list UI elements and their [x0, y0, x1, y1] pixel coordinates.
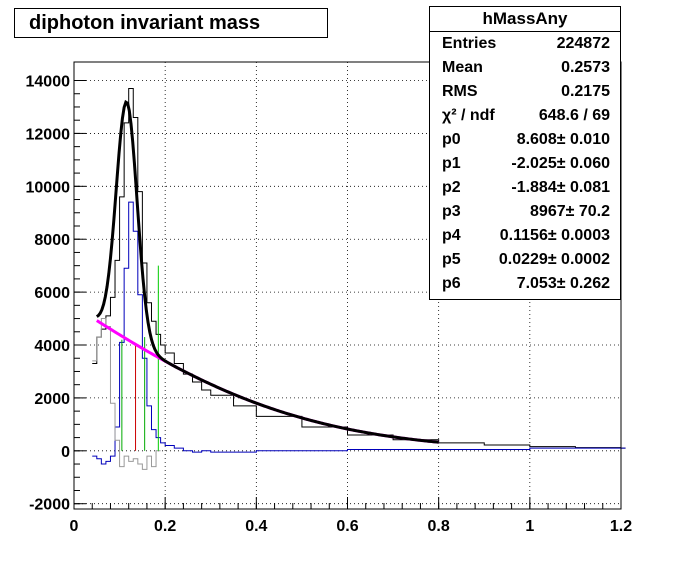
x-tick-label: 0.8	[428, 518, 450, 535]
stats-value: 0.2175	[561, 83, 610, 100]
y-tick-label: 6000	[34, 285, 70, 302]
stats-row: RMS 0.2175	[430, 80, 620, 104]
stats-row: p0 8.608± 0.010	[430, 128, 620, 152]
stats-key: p4	[442, 227, 461, 244]
stats-row: Mean 0.2573	[430, 56, 620, 80]
stats-value: 648.6 / 69	[538, 107, 610, 124]
stats-key: χ² / ndf	[442, 107, 495, 124]
total-fit-curve	[95, 99, 439, 444]
x-tick-label: 0.2	[154, 518, 176, 535]
x-tick-label: 0.6	[336, 518, 358, 535]
stats-value: -1.884± 0.081	[511, 179, 610, 196]
stats-value: 7.053± 0.262	[516, 275, 610, 292]
y-tick-label: 12000	[26, 126, 71, 143]
stats-key: p0	[442, 131, 461, 148]
stats-key: p2	[442, 179, 461, 196]
stats-row: p6 7.053± 0.262	[430, 272, 620, 296]
background-fit-curve	[95, 319, 439, 444]
stats-value: 8.608± 0.010	[516, 131, 610, 148]
stats-value: 0.1156± 0.0003	[499, 227, 610, 244]
stats-row: p5 0.0229± 0.0002	[430, 248, 620, 272]
x-tick-label: 1	[525, 518, 534, 535]
y-tick-label: 10000	[26, 179, 71, 196]
hist-series-2	[92, 318, 161, 470]
y-tick-label: 8000	[34, 232, 70, 249]
x-tick-label: 0.4	[245, 518, 267, 535]
y-tick-label: 14000	[26, 74, 71, 91]
chart-ticks: 0 0.2 0.4 0.6 0.8 1 1.2-2000020004000600080001…	[26, 74, 633, 535]
stats-value: -2.025± 0.060	[511, 155, 610, 172]
stats-row: Entries 224872	[430, 32, 620, 56]
stats-value: 0.0229± 0.0002	[498, 251, 610, 268]
stats-key: Entries	[442, 35, 497, 52]
chart-axes	[73, 61, 622, 510]
stats-key: p6	[442, 275, 461, 292]
stats-row: p3 8967± 70.2	[430, 200, 620, 224]
stats-title: hMassAny	[430, 7, 620, 32]
stats-row: p1 -2.025± 0.060	[430, 152, 620, 176]
stats-key: Mean	[442, 59, 483, 76]
stats-rows: Entries 224872 Mean 0.2573 RMS 0.2175 χ² / ndf…	[430, 32, 620, 296]
stats-row: χ² / ndf 648.6 / 69	[430, 104, 620, 128]
stats-key: p3	[442, 203, 461, 220]
chart-series	[92, 87, 626, 470]
stats-row: p2 -1.884± 0.081	[430, 176, 620, 200]
y-tick-label: 2000	[34, 391, 70, 408]
y-tick-label: 0	[61, 444, 70, 461]
stats-value: 8967± 70.2	[530, 203, 610, 220]
chart-title: diphoton invariant mass	[14, 8, 328, 38]
stats-row: p4 0.1156± 0.0003	[430, 224, 620, 248]
x-tick-label: 1.2	[610, 518, 632, 535]
stats-key: p5	[442, 251, 461, 268]
y-tick-label: 4000	[34, 338, 70, 355]
hist-series-1	[92, 201, 626, 465]
stats-value: 0.2573	[561, 59, 610, 76]
stats-box: hMassAny Entries 224872 Mean 0.2573 RMS 0.217…	[429, 6, 621, 300]
stats-value: 224872	[556, 35, 610, 52]
stats-key: p1	[442, 155, 461, 172]
stats-key: RMS	[442, 83, 478, 100]
x-tick-label: 0	[70, 518, 79, 535]
y-tick-label: -2000	[29, 497, 70, 514]
